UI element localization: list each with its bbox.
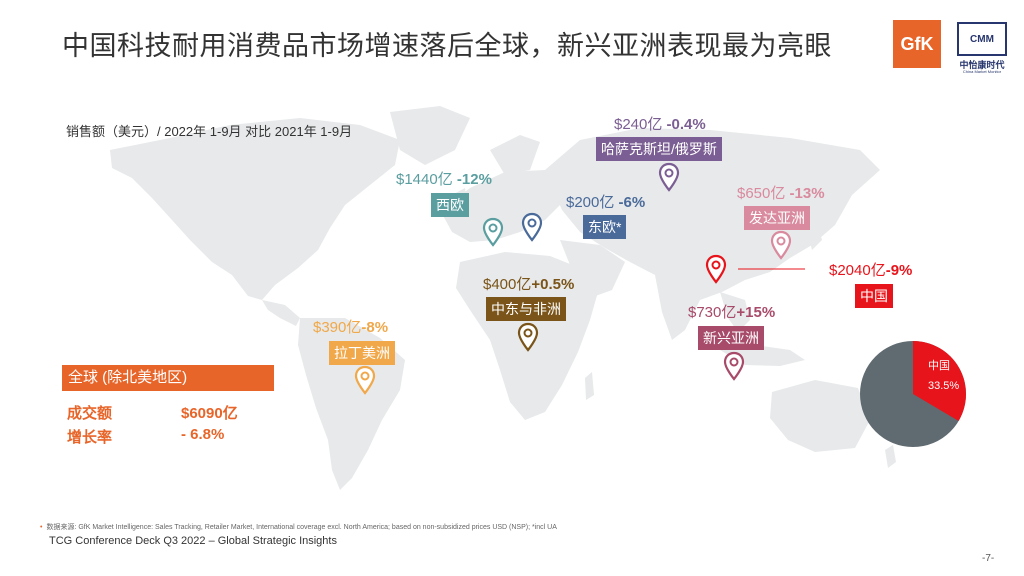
- kazakhstan-russia-growth: -0.4%: [666, 116, 706, 133]
- china-label: 中国: [855, 284, 893, 308]
- eastern-europe-pin-icon[interactable]: [521, 212, 543, 242]
- eastern-europe-value: $200亿 -6%: [566, 191, 645, 212]
- global-growth-label: 增长率: [67, 429, 113, 446]
- kazakhstan-russia-pin-icon[interactable]: [658, 162, 680, 192]
- eastern-europe-label: 东欧*: [583, 215, 627, 239]
- mea-value: $400亿+0.5%: [483, 273, 574, 294]
- bullet-icon: •: [40, 524, 43, 531]
- eastern-europe-amount: $200亿: [566, 194, 615, 211]
- developed-asia-amount: $650亿: [737, 185, 786, 202]
- cmm-logo-mark: CMM: [957, 22, 1007, 56]
- emerging-asia-amount: $730亿: [688, 304, 737, 321]
- pie-china-label: 中国: [928, 360, 950, 372]
- china-amount: $2040亿: [829, 262, 886, 279]
- developed-asia-growth: -13%: [789, 185, 825, 202]
- pie-china-share: 33.5%: [928, 380, 960, 392]
- pie-slice-china: [913, 341, 967, 421]
- china-share-pie-chart: [860, 341, 967, 447]
- mea-growth: +0.5%: [531, 276, 575, 293]
- global-growth-value: - 6.8%: [181, 426, 225, 443]
- western-europe-growth: -12%: [456, 171, 492, 188]
- western-europe-pin-icon[interactable]: [482, 217, 504, 247]
- developed-asia-label: 发达亚洲: [744, 206, 810, 230]
- mea-amount: $400亿: [483, 276, 532, 293]
- emerging-asia-growth: +15%: [736, 304, 776, 321]
- china-pin-icon[interactable]: [705, 254, 727, 284]
- kazakhstan-russia-amount: $240亿: [614, 116, 663, 133]
- cmm-logo-en: China Market Monitor: [962, 69, 1002, 74]
- china-growth: -9%: [885, 262, 913, 279]
- mea-label: 中东与非洲: [486, 297, 566, 321]
- developed-asia-value: $650亿 -13%: [737, 182, 825, 203]
- eastern-europe-growth: -6%: [618, 194, 646, 211]
- page-number: -7-: [982, 553, 995, 564]
- latin-america-label: 拉丁美洲: [329, 341, 395, 365]
- kazakhstan-russia-label: 哈萨克斯坦/俄罗斯: [596, 137, 722, 161]
- emerging-asia-label: 新兴亚洲: [698, 326, 764, 350]
- latin-america-amount: $390亿: [313, 319, 362, 336]
- developed-asia-pin-icon[interactable]: [770, 230, 792, 260]
- map-subtitle: 销售额（美元）/ 2022年 1-9月 对比 2021年 1-9月: [66, 124, 353, 139]
- kazakhstan-russia-value: $240亿 -0.4%: [614, 113, 706, 134]
- page-title: 中国科技耐用消费品市场增速落后全球，新兴亚洲表现最为亮眼: [62, 31, 832, 61]
- western-europe-label: 西欧: [431, 193, 469, 217]
- cmm-logo-cn: 中怡康时代: [959, 60, 1005, 70]
- global-sales-label: 成交额: [67, 405, 113, 422]
- western-europe-amount: $1440亿: [396, 171, 453, 188]
- global-summary-header: 全球 (除北美地区): [62, 365, 274, 391]
- deck-title: TCG Conference Deck Q3 2022 – Global Str…: [49, 535, 337, 547]
- latin-america-value: $390亿-8%: [313, 316, 388, 337]
- china-value: $2040亿-9%: [829, 259, 912, 280]
- latin-america-pin-icon[interactable]: [354, 365, 376, 395]
- global-sales-value: $6090亿: [181, 405, 238, 422]
- emerging-asia-pin-icon[interactable]: [723, 351, 745, 381]
- emerging-asia-value: $730亿+15%: [688, 301, 775, 322]
- footnote-text: 数据来源: GfK Market Intelligence: Sales Tra…: [46, 524, 557, 531]
- latin-america-growth: -8%: [361, 319, 389, 336]
- cmm-logo: CMM 中怡康时代 China Market Monitor: [953, 22, 1011, 74]
- mea-pin-icon[interactable]: [517, 322, 539, 352]
- western-europe-value: $1440亿 -12%: [396, 168, 492, 189]
- footnote: • 数据来源: GfK Market Intelligence: Sales Tr…: [40, 522, 557, 532]
- gfk-logo: GfK: [893, 20, 941, 68]
